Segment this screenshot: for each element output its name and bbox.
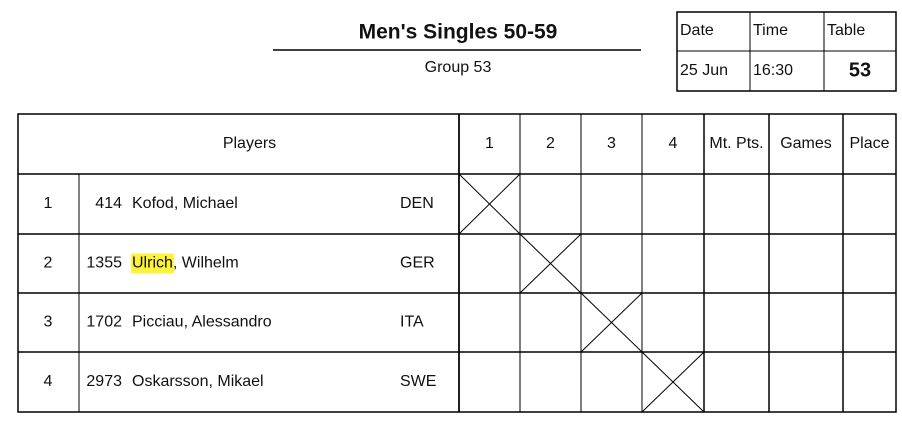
column-header: Players xyxy=(223,135,276,152)
player-country: ITA xyxy=(400,314,424,331)
player-surname: Oskarsson xyxy=(132,373,208,390)
player-surname: Picciau xyxy=(132,314,184,331)
info-value: 53 xyxy=(849,59,871,81)
player-country: DEN xyxy=(400,195,434,212)
column-header: Games xyxy=(780,135,832,152)
player-country: GER xyxy=(400,255,435,272)
player-surname: Ulrich xyxy=(132,255,173,272)
player-country: SWE xyxy=(400,373,436,390)
player-id: 2973 xyxy=(86,373,122,390)
cross xyxy=(519,233,582,294)
player-id: 1355 xyxy=(86,255,122,272)
highlight xyxy=(131,253,174,274)
table-frame xyxy=(17,113,897,413)
player-given: , Alessandro xyxy=(184,314,272,331)
cross xyxy=(641,351,705,413)
info-label: Time xyxy=(753,22,788,39)
column-header: 1 xyxy=(485,135,494,152)
title: Men's Singles 50-59 xyxy=(359,21,558,44)
cross xyxy=(580,292,643,353)
column-header: Place xyxy=(849,135,889,152)
info-label: Table xyxy=(827,22,865,39)
row-index: 4 xyxy=(44,373,53,390)
player-given: , Michael xyxy=(174,195,238,212)
row-index: 2 xyxy=(44,255,53,272)
player-given: , Wilhelm xyxy=(173,255,239,272)
cross xyxy=(458,173,521,235)
column-header: 4 xyxy=(669,135,678,152)
column-header: 3 xyxy=(607,135,616,152)
player-id: 1702 xyxy=(86,314,122,331)
subtitle: Group 53 xyxy=(425,59,492,76)
info-value: 25 Jun xyxy=(680,62,728,79)
info-value: 16:30 xyxy=(753,62,793,79)
column-header: Mt. Pts. xyxy=(709,135,763,152)
player-given: , Mikael xyxy=(208,373,263,390)
row-index: 1 xyxy=(44,195,53,212)
player-surname: Kofod xyxy=(132,195,174,212)
player-id: 414 xyxy=(95,195,122,212)
column-header: 2 xyxy=(546,135,555,152)
row-index: 3 xyxy=(44,314,53,331)
info-label: Date xyxy=(680,22,714,39)
